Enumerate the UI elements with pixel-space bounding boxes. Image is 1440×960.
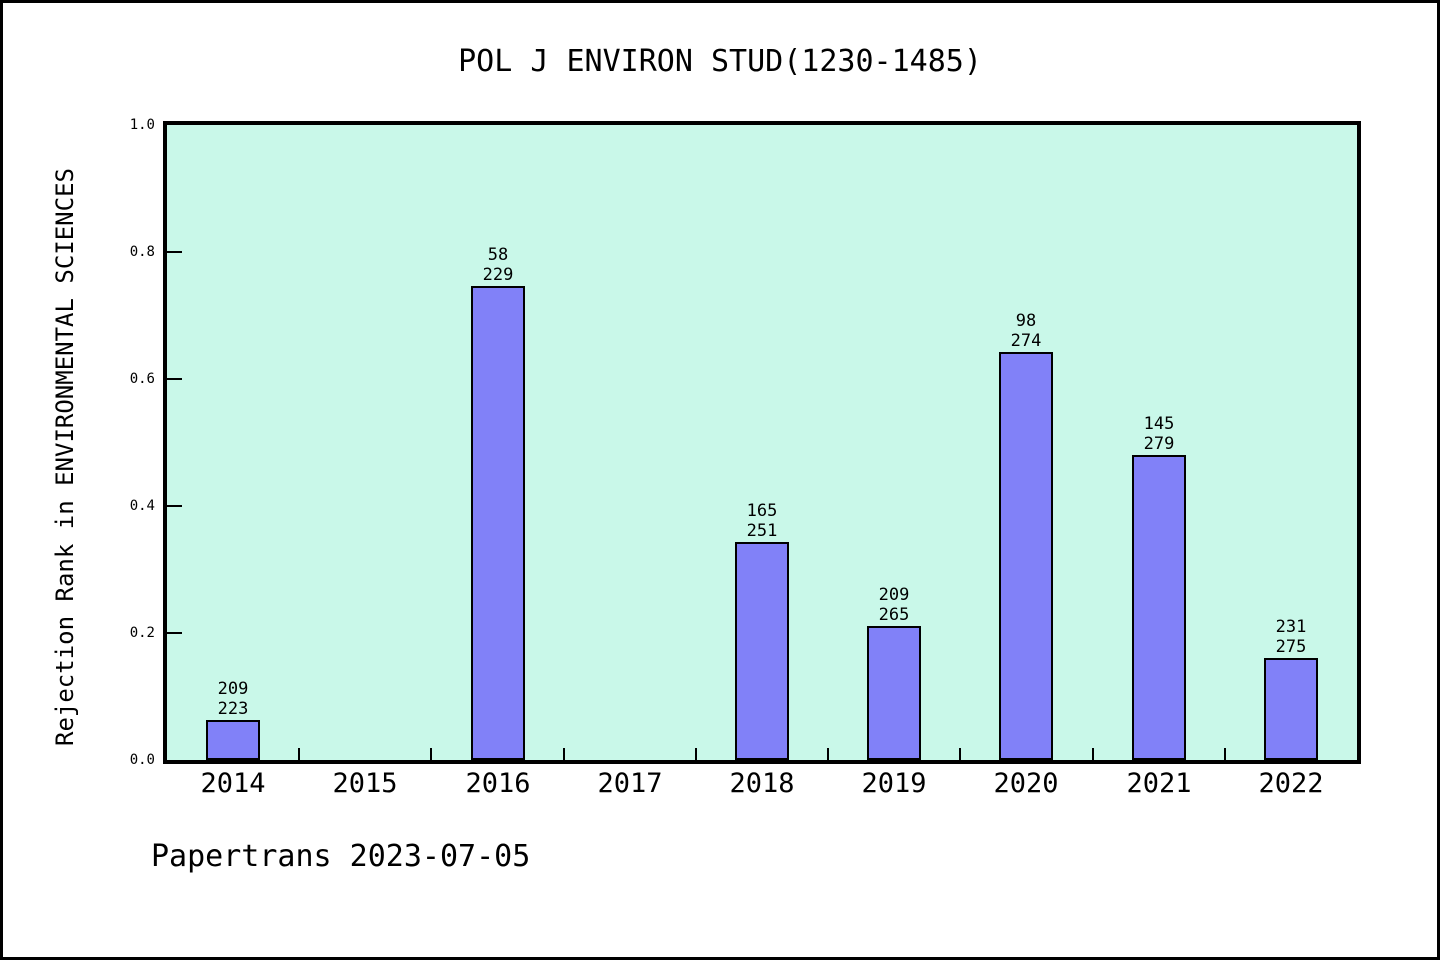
x-tick-label-2017: 2017 [597, 768, 663, 799]
x-tick-label-2019: 2019 [861, 768, 927, 799]
plot-area: 209 223 58 229 165 251 209 265 98 274 145 279… [163, 121, 1361, 764]
y-axis-tick [167, 505, 182, 507]
x-tick-label-2021: 2021 [1126, 768, 1192, 799]
x-axis-tick [1224, 748, 1226, 760]
bar-2022 [1264, 658, 1318, 760]
bar-2014 [206, 720, 260, 760]
bar-value-label-2016: 58 229 [482, 245, 514, 285]
watermark-text: Papertrans 2023-07-05 [151, 839, 531, 874]
bar-2016 [471, 286, 525, 760]
y-tick-label-0.2: 0.2 [129, 625, 155, 641]
x-tick-label-2020: 2020 [993, 768, 1059, 799]
bar-value-label-2018: 165 251 [746, 501, 778, 541]
x-tick-label-2016: 2016 [465, 768, 531, 799]
bar-2020 [999, 352, 1053, 760]
x-axis-tick [298, 748, 300, 760]
x-axis-tick [1092, 748, 1094, 760]
x-axis-tick [563, 748, 565, 760]
x-tick-label-2022: 2022 [1258, 768, 1324, 799]
x-axis-tick [959, 748, 961, 760]
x-tick-label-2015: 2015 [332, 768, 398, 799]
bar-value-label-2020: 98 274 [1010, 311, 1042, 351]
x-axis-tick [827, 748, 829, 760]
x-tick-label-2018: 2018 [729, 768, 795, 799]
bar-2021 [1132, 455, 1186, 760]
x-axis-tick [695, 748, 697, 760]
y-axis-tick [167, 632, 182, 634]
y-tick-label-0.4: 0.4 [129, 498, 155, 514]
y-tick-label-0.8: 0.8 [129, 244, 155, 260]
bar-value-label-2019: 209 265 [878, 585, 910, 625]
bar-value-label-2014: 209 223 [217, 679, 249, 719]
y-tick-label-0.6: 0.6 [129, 371, 155, 387]
y-axis-tick [167, 251, 182, 253]
x-axis-tick [430, 748, 432, 760]
bar-value-label-2022: 231 275 [1275, 617, 1307, 657]
bar-value-label-2021: 145 279 [1143, 414, 1175, 454]
bar-2019 [867, 626, 921, 760]
x-tick-label-2014: 2014 [200, 768, 266, 799]
y-axis-label: Rejection Rank in ENVIRONMENTAL SCIENCES [51, 168, 79, 746]
y-axis-tick [167, 378, 182, 380]
y-tick-label-0.0: 0.0 [129, 752, 155, 768]
y-tick-label-1.0: 1.0 [129, 117, 155, 133]
bar-2018 [735, 542, 789, 760]
chart-title: POL J ENVIRON STUD(1230-1485) [458, 44, 982, 79]
